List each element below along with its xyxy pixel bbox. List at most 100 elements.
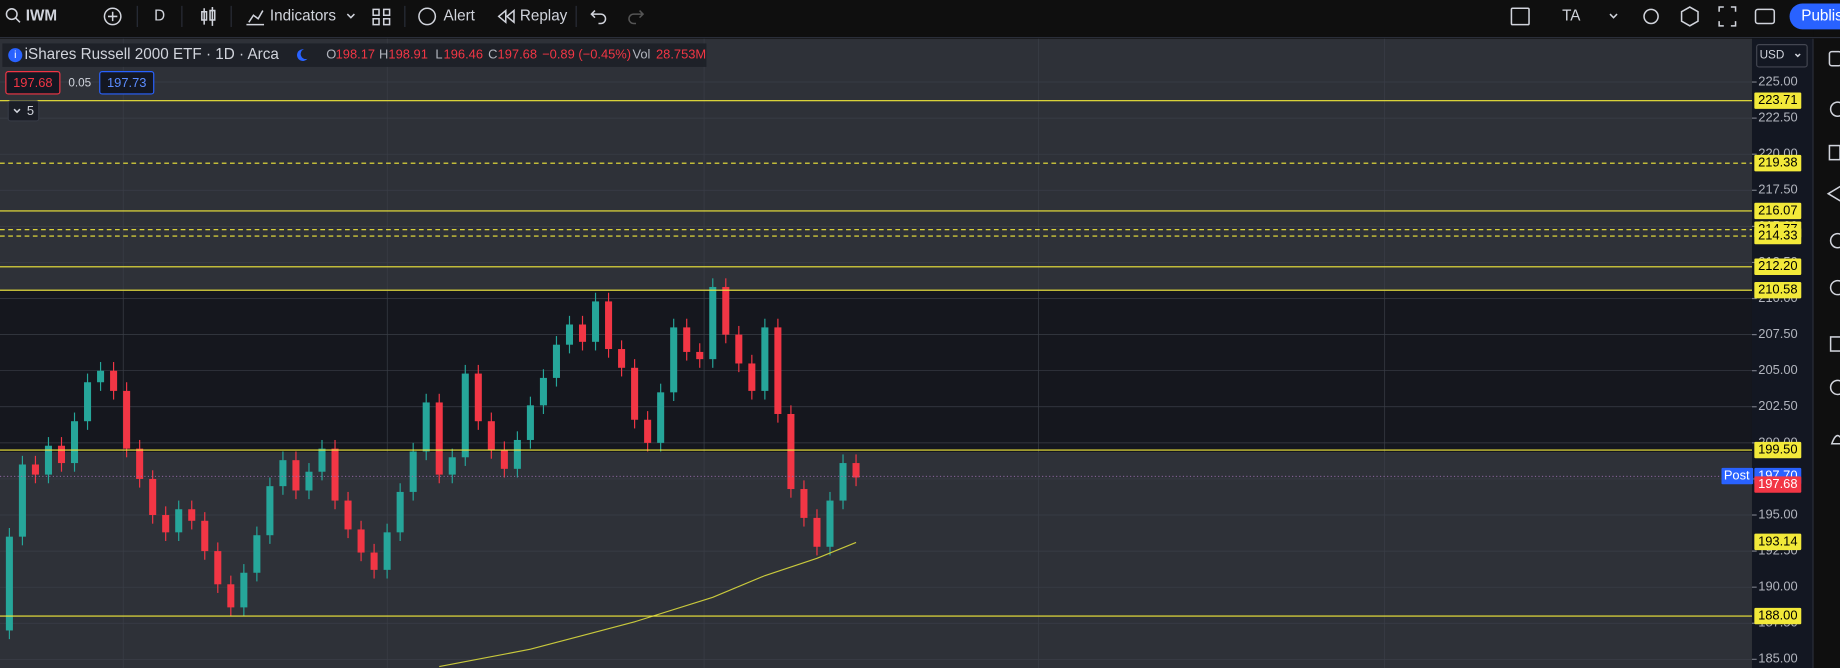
zone <box>0 291 1752 452</box>
level-label: 219.38 <box>1758 155 1797 170</box>
last-price-label-bg <box>1754 476 1802 493</box>
candle-body <box>331 448 339 501</box>
candle-body <box>578 324 587 342</box>
candle-body <box>644 419 652 443</box>
chevron <box>1794 53 1801 58</box>
symbol[interactable]: IWM <box>26 7 57 24</box>
candle-body <box>709 286 717 360</box>
layouts[interactable] <box>372 8 391 26</box>
sell-button[interactable] <box>5 71 61 95</box>
candle-body <box>592 301 600 342</box>
price-axis <box>1751 38 1814 668</box>
candle-body <box>97 370 105 383</box>
candle-body <box>84 382 92 422</box>
indicator-count: 5 <box>27 103 34 118</box>
y-tick-label: 222.50 <box>1758 110 1797 125</box>
candle-body <box>461 373 469 458</box>
settings[interactable] <box>1680 6 1699 27</box>
candle-body <box>44 445 52 475</box>
ohlc-label: L <box>435 47 442 62</box>
level-label: 212.20 <box>1758 258 1797 273</box>
level-label-bg <box>1754 281 1802 299</box>
alert-button[interactable]: Alert <box>444 7 476 24</box>
redo[interactable] <box>628 10 645 25</box>
y-tick-label: 205.00 <box>1758 362 1797 377</box>
candle-body <box>852 463 860 478</box>
candle-body <box>618 349 626 368</box>
chevron <box>13 108 21 114</box>
candle-body <box>761 327 769 391</box>
level-label: 188.00 <box>1758 607 1797 622</box>
ohlc-value: 198.91 <box>388 47 427 62</box>
publish-button[interactable] <box>1789 3 1840 30</box>
chart-area <box>0 38 1752 668</box>
candle-body <box>318 448 326 472</box>
candle-body <box>422 402 430 452</box>
toolbar: IWM D Indicators Alert Replay TA Publish <box>0 3 1840 39</box>
search-icon <box>14 17 21 23</box>
currency[interactable]: USD <box>1760 48 1785 61</box>
candle-body <box>175 509 183 533</box>
chart-type[interactable] <box>201 7 216 26</box>
search-icon[interactable] <box>5 8 18 21</box>
ta-button[interactable]: TA <box>1562 7 1581 24</box>
market-status[interactable] <box>296 49 308 61</box>
replay-button[interactable]: Replay <box>520 7 568 24</box>
candle-body <box>214 551 222 585</box>
chevron[interactable] <box>346 13 355 19</box>
candle-body <box>149 478 157 516</box>
alert-icon[interactable] <box>418 7 437 26</box>
ask[interactable]: 197.73 <box>107 75 146 90</box>
post-tag: Post <box>1724 467 1750 482</box>
info-icon[interactable] <box>8 48 23 63</box>
candle-body <box>383 532 391 570</box>
indicators-toggle[interactable] <box>7 100 40 122</box>
last-price-label: 197.68 <box>1758 476 1797 491</box>
replay-icon[interactable] <box>497 8 515 24</box>
candle-body <box>787 413 795 490</box>
legend-bg <box>2 43 707 67</box>
fullscreen[interactable] <box>1718 6 1737 27</box>
volume-label: Vol <box>632 47 650 62</box>
candle-body <box>735 334 743 364</box>
candle-body <box>123 390 131 449</box>
candle-body <box>500 450 508 469</box>
candle-body <box>292 460 300 491</box>
ohlc-label: C <box>488 47 497 62</box>
candle-body <box>696 351 704 360</box>
layout-button[interactable] <box>1510 7 1530 26</box>
compare-button[interactable] <box>103 7 122 26</box>
y-tick-label: 195.00 <box>1758 506 1797 521</box>
candle-body <box>162 515 170 533</box>
sidebar-icons <box>1826 50 1840 445</box>
buy-button[interactable] <box>99 71 155 95</box>
candle-body <box>357 529 365 553</box>
candle-body <box>448 457 456 475</box>
snapshot[interactable] <box>1754 8 1776 25</box>
quick-search[interactable] <box>1643 8 1659 25</box>
candle-body <box>305 471 313 491</box>
legend: i iShares Russell 2000 ETF · 1D · Arca O… <box>2 43 707 122</box>
bid[interactable]: 197.68 <box>13 75 52 90</box>
candle-body <box>513 439 521 469</box>
candle-body <box>774 327 782 414</box>
ohlc-value: 198.17 <box>336 47 375 62</box>
candle-body <box>240 572 248 608</box>
currency-button[interactable] <box>1756 44 1808 68</box>
candle-body <box>800 489 808 518</box>
level-label: 216.07 <box>1758 202 1797 217</box>
level-label-bg <box>1754 227 1802 245</box>
chart: 185.00187.50190.00192.50195.00197.50200.… <box>0 73 1802 668</box>
candle-body <box>748 363 756 391</box>
candle-body <box>435 402 443 475</box>
undo[interactable] <box>590 10 607 25</box>
publish-label[interactable]: Publish <box>1801 7 1840 24</box>
chevron[interactable] <box>1609 13 1618 19</box>
candle-body <box>227 584 235 608</box>
level-label-bg <box>1754 154 1802 172</box>
indicators-button[interactable]: Indicators <box>270 7 336 24</box>
candle-body <box>487 421 495 451</box>
indicators-icon[interactable] <box>246 10 265 26</box>
y-tick-label: 185.00 <box>1758 651 1797 666</box>
interval[interactable]: D <box>154 7 165 24</box>
